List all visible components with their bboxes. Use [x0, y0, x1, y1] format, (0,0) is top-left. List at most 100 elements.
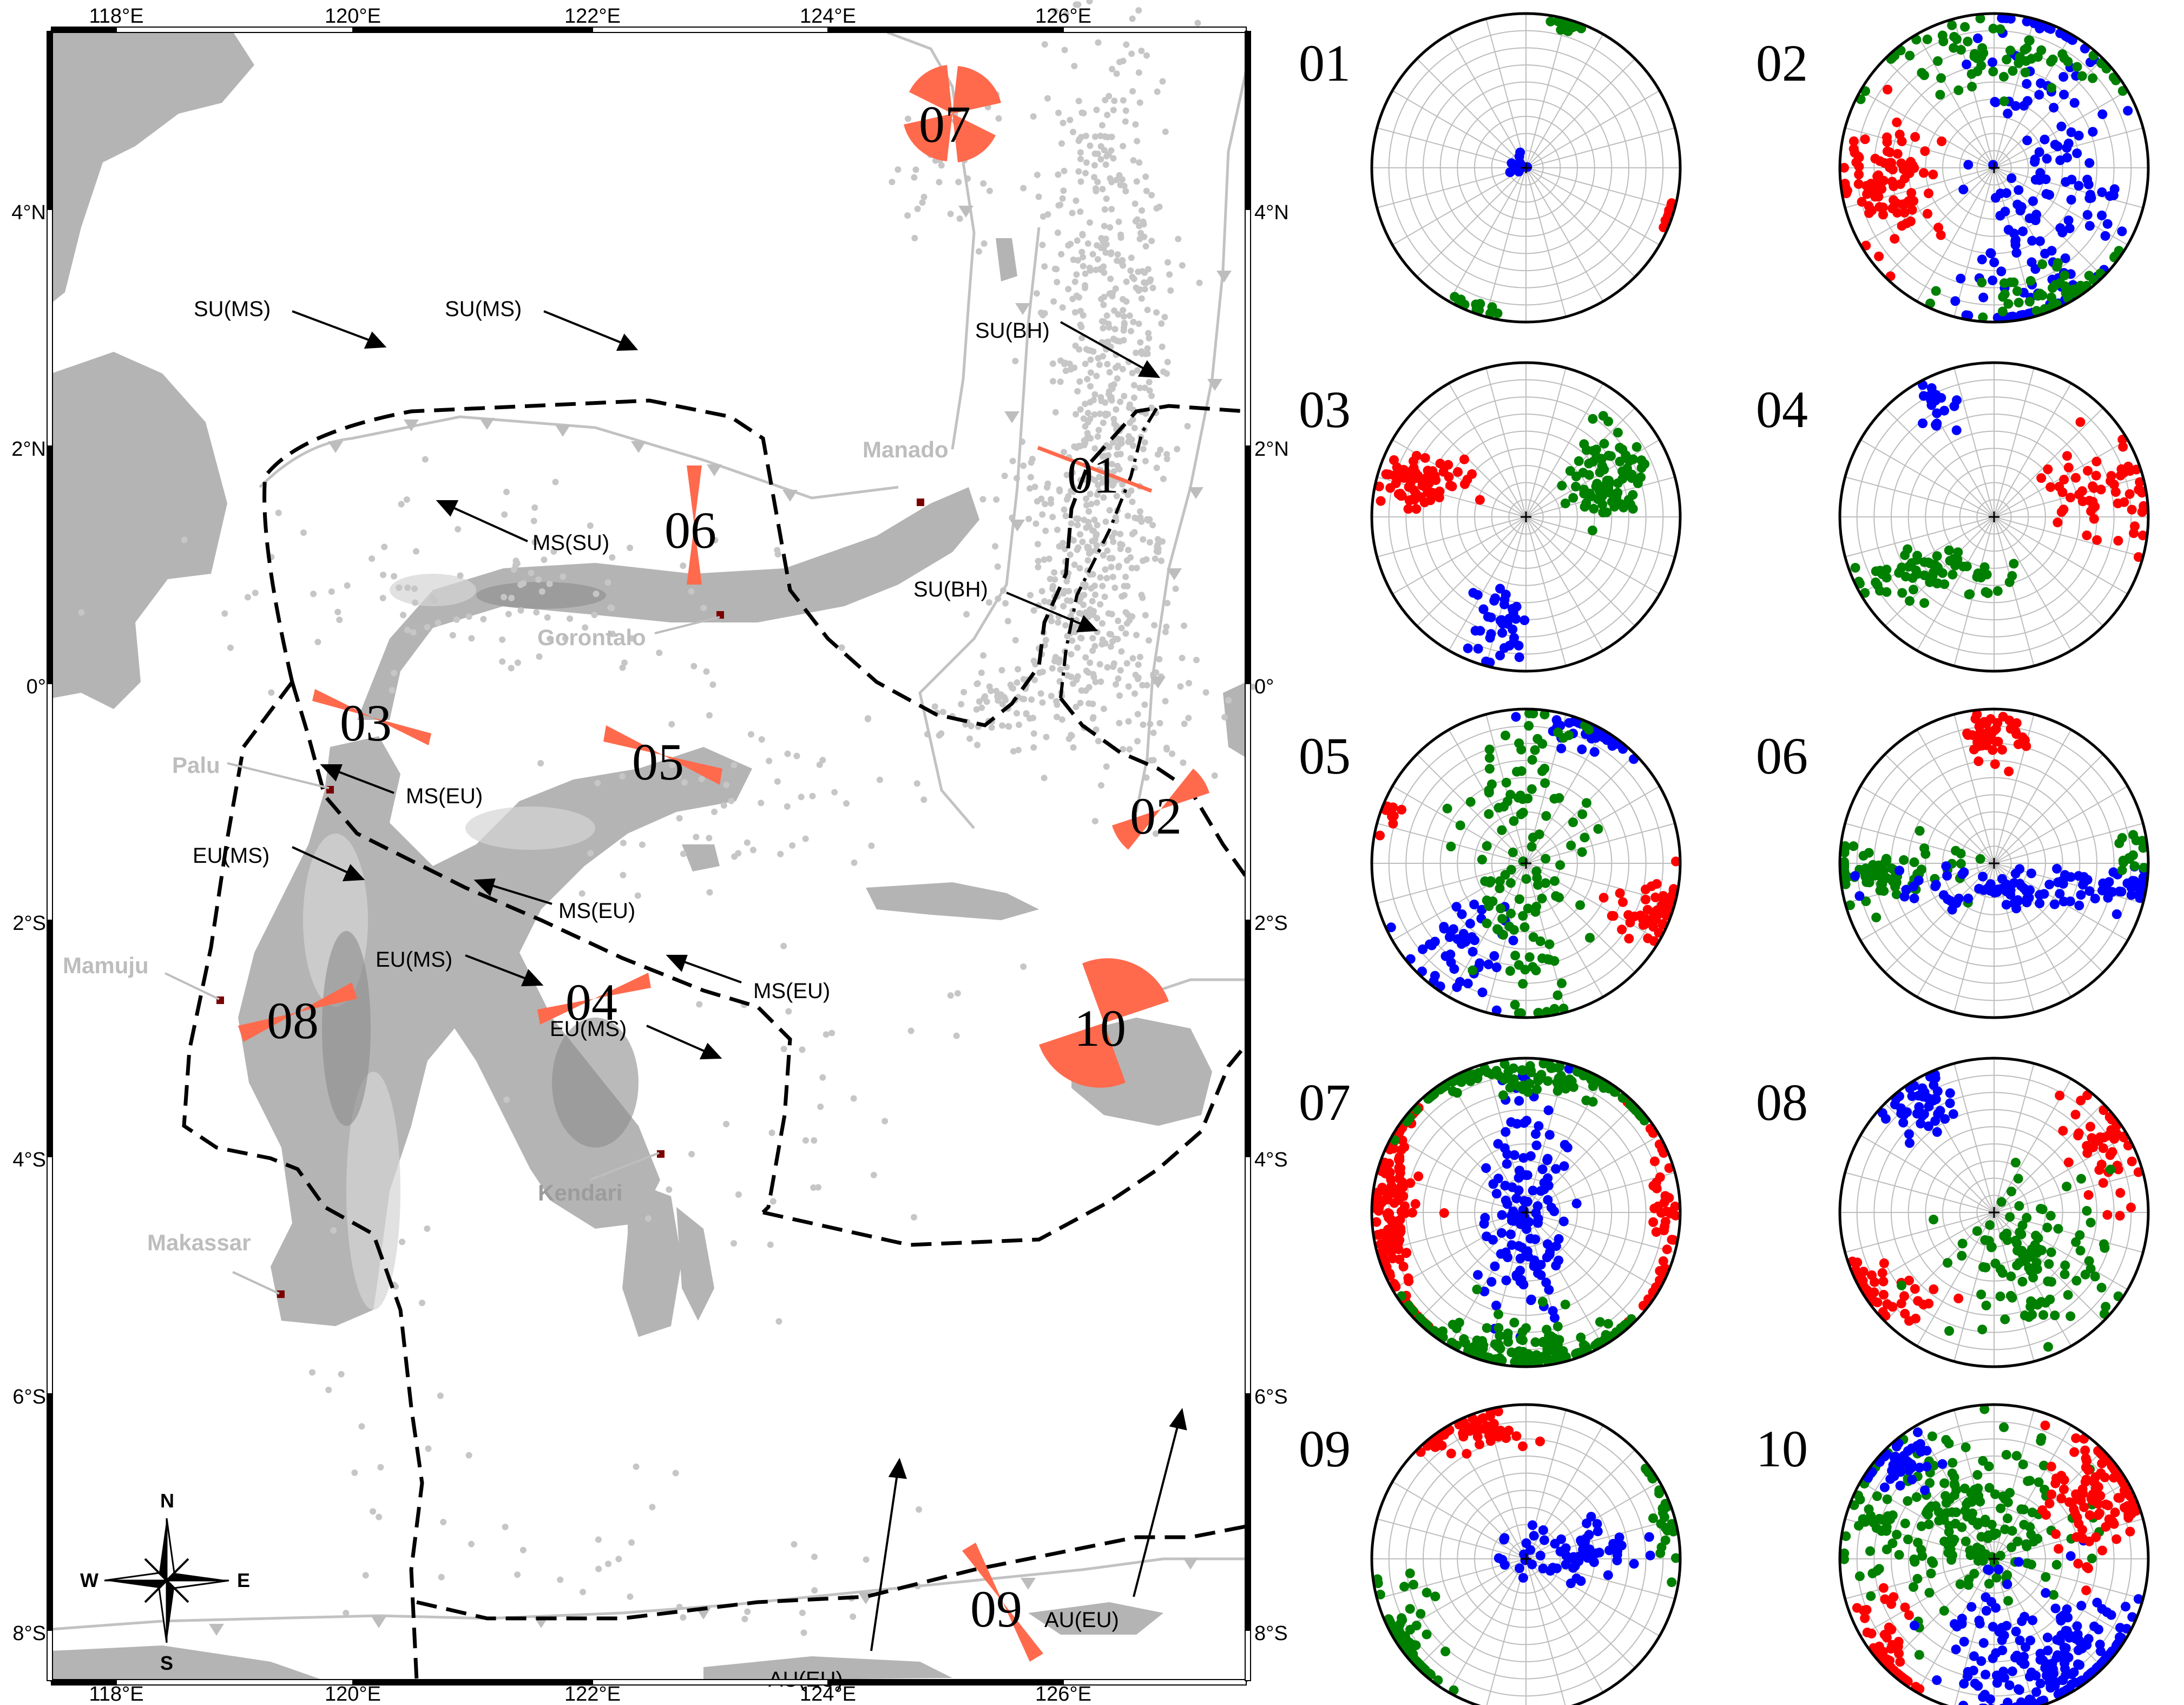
seismicity-point	[503, 488, 510, 495]
seismicity-point	[995, 697, 1002, 704]
pole-sigma3	[1969, 1651, 1979, 1661]
city-kendari-label: Kendari	[538, 1180, 622, 1205]
seismicity-point	[1060, 540, 1067, 547]
pole-sigma1	[1902, 218, 1912, 228]
pole-sigma2	[1515, 1352, 1525, 1362]
seismicity-point	[975, 248, 982, 255]
pole-sigma3	[2097, 211, 2107, 220]
seismicity-point	[1101, 293, 1108, 300]
pole-sigma3	[1958, 1701, 1969, 1705]
rose-06	[687, 465, 702, 585]
pole-sigma3	[1950, 296, 1961, 306]
pole-sigma1	[1405, 1178, 1416, 1188]
pole-sigma3	[1997, 874, 2007, 884]
pole-sigma2	[1861, 896, 1871, 907]
pole-sigma3	[1937, 1459, 1948, 1469]
pole-sigma1	[2077, 1484, 2088, 1494]
seismicity-point	[1074, 388, 1081, 395]
stereonet-outline	[1838, 1057, 2150, 1368]
seismicity-point	[1123, 557, 1130, 564]
pole-sigma1	[1511, 1431, 1522, 1441]
seismicity-point	[675, 773, 682, 780]
pole-sigma3	[2076, 1601, 2087, 1611]
pole-sigma1	[1458, 1428, 1468, 1439]
pole-sigma2	[1544, 939, 1555, 949]
pole-sigma2	[2027, 1507, 2037, 1518]
motion-label-5: MS(SU)	[532, 531, 609, 555]
pole-sigma2	[1984, 1236, 1994, 1246]
pole-sigma1	[1862, 1628, 1872, 1637]
seismicity-point	[1147, 276, 1154, 283]
pole-sigma3	[2065, 1551, 2076, 1561]
pole-sigma2	[2010, 1157, 2021, 1168]
pole-sigma3	[2084, 221, 2095, 231]
seismicity-point	[1151, 622, 1158, 629]
seismicity-point	[1051, 569, 1058, 576]
seismicity-point	[634, 892, 641, 899]
pole-sigma3	[1916, 1118, 1926, 1129]
pole-sigma3	[2002, 1579, 2012, 1589]
pole-sigma1	[2011, 729, 2022, 739]
pole-sigma3	[1924, 1101, 1934, 1112]
pole-sigma2	[1597, 500, 1608, 509]
rose-10	[1039, 958, 1169, 1088]
seismicity-point	[398, 501, 405, 508]
seismicity-point	[1040, 668, 1047, 676]
stereonet-label: 05	[1299, 727, 1351, 785]
pole-sigma2	[1917, 1551, 1928, 1561]
stereonet-points	[1850, 380, 2149, 608]
motion-arrow-2	[543, 310, 639, 351]
seismicity-point	[582, 624, 589, 631]
pole-sigma1	[1504, 1425, 1514, 1435]
pole-sigma2	[1555, 1061, 1565, 1072]
pole-sigma1	[1860, 134, 1870, 145]
pole-sigma2	[1905, 596, 1915, 606]
pole-sigma2	[1589, 503, 1599, 514]
seismicity-point	[392, 1283, 399, 1290]
seismicity-point	[1121, 324, 1128, 331]
motion-label-6: MS(EU)	[406, 784, 483, 808]
pole-sigma2	[2099, 1239, 2109, 1249]
seismicity-point	[1100, 552, 1107, 559]
seismicity-point	[519, 1546, 527, 1553]
pole-sigma3	[2030, 264, 2041, 274]
seismicity-point	[1043, 733, 1050, 740]
pole-sigma3	[1457, 909, 1467, 919]
pole-sigma2	[1375, 1589, 1385, 1599]
pole-sigma3	[1501, 1127, 1511, 1137]
seismicity-point	[1139, 681, 1146, 688]
seismicity-point	[1090, 673, 1097, 680]
pole-sigma3	[1586, 1512, 1596, 1522]
seismicity-point	[1134, 367, 1141, 374]
pole-sigma2	[1484, 764, 1495, 774]
pole-sigma2	[1510, 1000, 1520, 1010]
pole-sigma1	[1651, 1178, 1661, 1188]
pole-sigma3	[2041, 1588, 2051, 1598]
pole-sigma2	[1482, 895, 1492, 906]
seismicity-point	[1093, 726, 1100, 733]
pole-sigma3	[1425, 939, 1435, 949]
pole-sigma2	[2075, 1245, 2086, 1256]
seismicity-point	[894, 166, 902, 173]
pole-sigma2	[1909, 857, 1919, 867]
pole-sigma2	[1550, 876, 1560, 886]
pole-sigma2	[2029, 1299, 2038, 1309]
seismicity-point	[1097, 244, 1104, 251]
seismicity-point	[1180, 759, 1187, 766]
fault-tooth	[371, 1616, 386, 1628]
pole-sigma3	[1899, 1451, 1909, 1461]
pole-sigma2	[1975, 14, 1985, 24]
seismicity-point	[604, 579, 611, 586]
seismicity-point	[1119, 481, 1126, 488]
pole-sigma3	[2086, 193, 2096, 203]
pole-sigma2	[2014, 58, 2024, 68]
seismicity-point	[644, 1215, 652, 1222]
pole-sigma3	[1932, 1127, 1942, 1137]
seismicity-point	[627, 1593, 634, 1600]
seismicity-point	[1078, 335, 1086, 342]
seismicity-point	[819, 1074, 826, 1081]
pole-sigma2	[1924, 1519, 1934, 1530]
pole-sigma3	[2115, 1623, 2125, 1633]
seismicity-point	[1193, 657, 1200, 664]
pole-sigma1	[2056, 1493, 2067, 1504]
